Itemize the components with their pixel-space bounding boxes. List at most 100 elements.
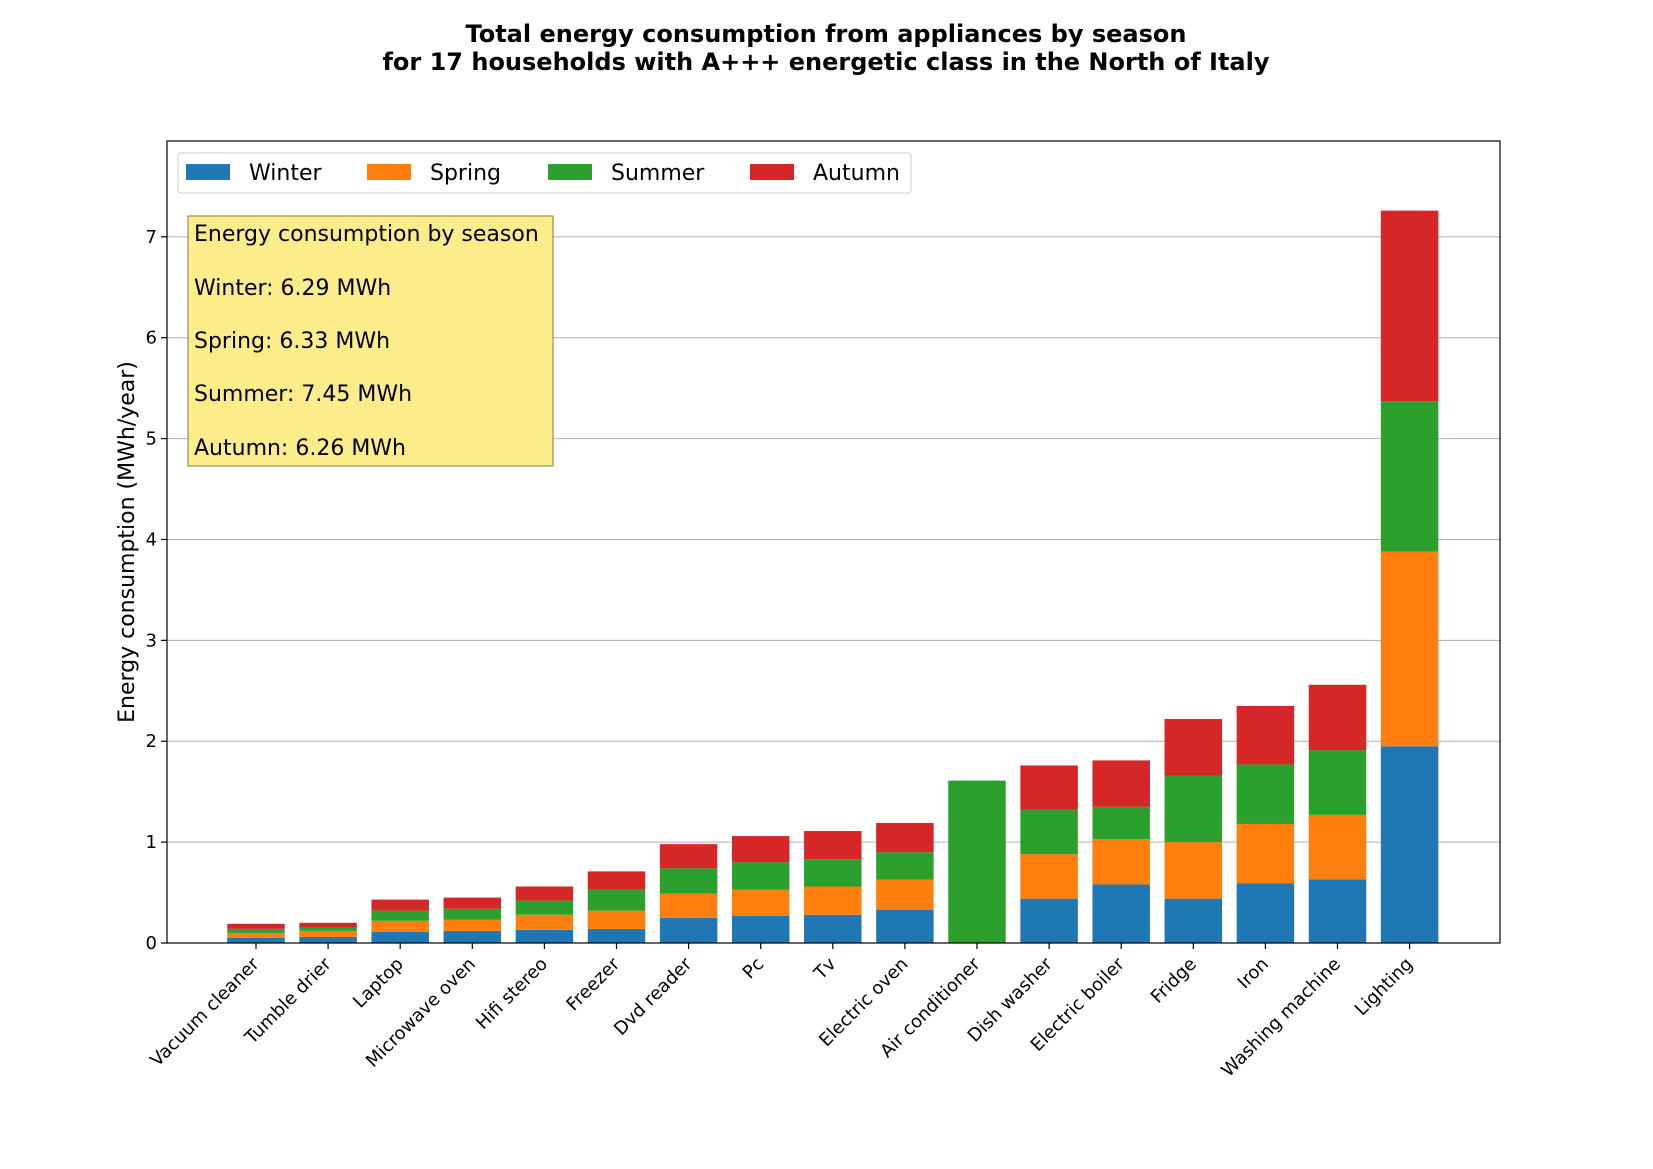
bar-segment-autumn	[1380, 210, 1439, 402]
y-tick-label: 4	[146, 529, 157, 550]
bar-segment-winter	[1380, 746, 1439, 943]
y-tick-label: 3	[146, 630, 157, 651]
bar-segment-spring	[1380, 551, 1439, 747]
x-tick-label: Pc	[739, 954, 769, 984]
bar-segment-autumn	[876, 822, 934, 853]
x-tick-label: Iron	[1234, 954, 1273, 993]
legend-swatch-autumn	[750, 164, 794, 180]
bar-segment-autumn	[587, 871, 646, 890]
bar-segment-winter	[371, 931, 429, 943]
chart-title-line-1: Total energy consumption from appliances…	[466, 20, 1187, 48]
legend-swatch-spring	[367, 164, 411, 180]
y-tick-label: 7	[146, 227, 157, 248]
bar-segment-winter	[1164, 898, 1223, 943]
bar-segment-winter	[659, 917, 718, 943]
bar-segment-summer	[1164, 775, 1223, 843]
summary-box-background	[187, 215, 554, 467]
season-summary-box: Energy consumption by season Winter: 6.29…	[187, 215, 554, 467]
legend-label-spring: Spring	[430, 161, 501, 186]
x-tick-label: Freezer	[562, 953, 624, 1015]
bar-segment-winter	[731, 915, 790, 943]
bar-segment-spring	[299, 930, 357, 937]
bar-segment-winter	[1092, 884, 1150, 943]
bar-segment-spring	[659, 893, 718, 918]
bar-segment-spring	[1092, 839, 1150, 885]
bar-segment-summer	[731, 862, 790, 890]
bar-segment-summer	[371, 910, 429, 921]
bar-segment-summer	[443, 908, 502, 920]
bar-segment-winter	[1236, 883, 1295, 943]
legend-frame	[177, 152, 912, 194]
y-axis: 0 1 2 3 4 5 6 7	[146, 227, 167, 954]
bar-segment-autumn	[1092, 760, 1150, 807]
x-tick-label: Tv	[809, 953, 840, 984]
legend-label-autumn: Autumn	[813, 161, 900, 186]
bar-segment-autumn	[371, 899, 429, 911]
x-tick-label: Washing machine	[1217, 954, 1345, 1082]
bar-segment-summer	[1092, 806, 1150, 840]
bar-segment-summer	[515, 900, 574, 915]
bar-segment-winter	[443, 930, 502, 943]
bars-layer	[227, 210, 1439, 943]
chart-title-line-2: for 17 households with A+++ energetic cl…	[382, 48, 1269, 76]
bar-segment-autumn	[1308, 684, 1367, 751]
bar-segment-autumn	[227, 923, 285, 929]
bar-segment-autumn	[515, 886, 574, 901]
y-tick-label: 1	[146, 832, 157, 853]
bar-segment-winter	[1020, 898, 1078, 943]
legend-label-summer: Summer	[611, 161, 705, 186]
legend: Winter Spring Summer Autumn	[177, 152, 912, 194]
chart-title: Total energy consumption from appliances…	[382, 20, 1269, 76]
bar-segment-spring	[876, 879, 934, 910]
bar-segment-autumn	[731, 836, 790, 863]
bar-segment-winter	[227, 937, 285, 943]
legend-swatch-summer	[548, 164, 592, 180]
bar-segment-spring	[227, 932, 285, 938]
bar-segment-spring	[1308, 814, 1367, 880]
bar-segment-winter	[587, 928, 646, 943]
summary-box-title: Energy consumption by season	[194, 222, 539, 247]
bar-segment-spring	[1164, 842, 1223, 899]
bar-segment-winter	[515, 929, 574, 943]
bar-segment-summer	[299, 927, 357, 931]
bar-segment-autumn	[804, 831, 862, 860]
bar-segment-spring	[731, 889, 790, 916]
x-tick-label: Lighting	[1351, 954, 1417, 1020]
y-tick-label: 0	[146, 933, 157, 954]
bar-segment-summer	[1236, 764, 1295, 824]
x-tick-label: Dvd reader	[610, 953, 696, 1039]
bar-segment-summer	[804, 859, 862, 887]
y-tick-label: 5	[146, 429, 157, 450]
bar-segment-autumn	[1236, 705, 1295, 765]
bar-segment-spring	[371, 920, 429, 932]
bar-segment-summer	[1308, 750, 1367, 815]
bar-segment-autumn	[659, 844, 718, 869]
y-tick-label: 6	[146, 328, 157, 349]
bar-segment-spring	[1236, 823, 1295, 884]
bar-segment-autumn	[299, 922, 357, 928]
bar-segment-summer	[587, 889, 646, 911]
bar-segment-autumn	[1164, 719, 1223, 776]
summary-box-line: Autumn: 6.26 MWh	[194, 436, 406, 461]
x-tick-label: Fridge	[1147, 954, 1201, 1008]
legend-swatch-winter	[186, 164, 230, 180]
y-axis-label: Energy consumption (MWh/year)	[115, 361, 140, 723]
bar-segment-winter	[299, 936, 357, 943]
bar-segment-summer	[1020, 809, 1078, 855]
legend-label-winter: Winter	[249, 161, 322, 186]
bar-segment-spring	[1020, 854, 1078, 899]
bar-segment-spring	[515, 914, 574, 930]
x-tick-label: Vacuum cleaner	[146, 953, 264, 1071]
bar-segment-autumn	[1020, 765, 1078, 810]
bar-segment-summer	[948, 780, 1006, 943]
bar-segment-spring	[443, 919, 502, 931]
plot-frame	[166, 140, 1501, 944]
bar-segment-spring	[587, 910, 646, 929]
x-tick-label: Laptop	[349, 954, 408, 1013]
bar-segment-autumn	[443, 897, 502, 909]
summary-box-line: Spring: 6.33 MWh	[194, 329, 390, 354]
bar-segment-summer	[659, 868, 718, 894]
